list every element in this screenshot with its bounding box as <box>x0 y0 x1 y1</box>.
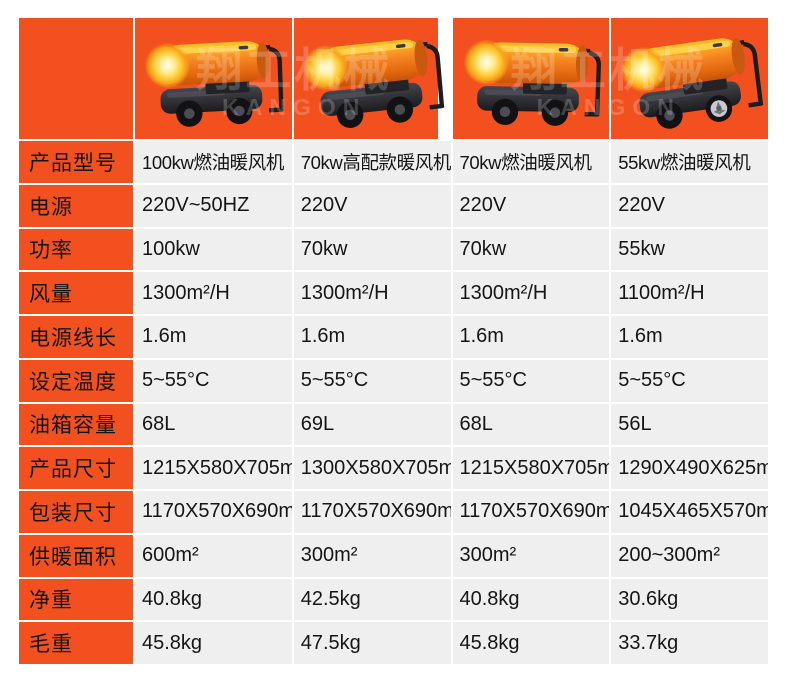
spec-cell: 5~55°C <box>611 359 768 402</box>
product-image-70kw-premium <box>293 18 451 139</box>
spec-cell: 40.8kg <box>452 578 610 621</box>
spec-cell: 1215X580X705mm <box>135 447 292 489</box>
spec-cell: 1100m²/H <box>611 272 768 314</box>
spec-cell: 100kw燃油暖风机 <box>135 141 292 183</box>
product-image-70kw <box>452 18 610 139</box>
spec-cell: 68L <box>135 403 292 446</box>
spec-cell: 1.6m <box>611 316 768 358</box>
spec-cell: 1170X570X690mm <box>135 491 292 533</box>
spec-cell: 70kw高配款暖风机 <box>293 141 451 183</box>
row-header-power: 功率 <box>19 228 133 271</box>
spec-cell: 300m² <box>452 534 610 577</box>
alloy-wheel-icon <box>705 95 732 122</box>
spec-cell: 1300X580X705mm <box>293 447 451 489</box>
spec-cell: 40.8kg <box>135 578 292 621</box>
row-header-heating-area: 供暖面积 <box>19 534 133 577</box>
spec-cell: 70kw <box>293 228 451 271</box>
spec-cell: 45.8kg <box>135 622 292 664</box>
spec-cell: 42.5kg <box>293 578 451 621</box>
spec-cell: 1290X490X625mm <box>611 447 768 489</box>
spec-cell: 55kw <box>611 228 768 271</box>
spec-cell: 1215X580X705mm <box>452 447 610 489</box>
spec-cell: 100kw <box>135 228 292 271</box>
spec-cell: 1.6m <box>135 316 292 358</box>
row-header-package-size: 包装尺寸 <box>19 491 133 533</box>
row-header-tank-capacity: 油箱容量 <box>19 403 133 446</box>
row-header-power-supply: 电源 <box>19 184 133 227</box>
heater-photo-icon <box>454 21 608 138</box>
product-image-100kw <box>135 18 292 139</box>
spec-cell: 1300m²/H <box>135 272 292 314</box>
heater-photo-icon <box>611 18 768 139</box>
row-header-net-weight: 净重 <box>19 578 133 621</box>
product-image-55kw <box>611 18 768 139</box>
spec-cell: 70kw <box>452 228 610 271</box>
spec-cell: 33.7kg <box>611 622 768 664</box>
product-spec-table: 翔工机械 KANGON 翔工机械 KANGON 产品型号 100kw燃油暖风机 … <box>19 18 768 664</box>
spec-cell: 600m² <box>135 534 292 577</box>
heater-photo-icon <box>294 18 451 139</box>
heater-photo-icon <box>135 18 292 139</box>
spec-cell: 220V <box>611 184 768 227</box>
spec-cell: 1300m²/H <box>293 272 451 314</box>
spec-cell: 1.6m <box>452 316 610 358</box>
spec-cell: 220V <box>452 184 610 227</box>
spec-cell: 300m² <box>293 534 451 577</box>
row-header-cord-length: 电源线长 <box>19 316 133 358</box>
spec-cell: 220V <box>293 184 451 227</box>
photo-white-edge <box>437 18 451 139</box>
spec-cell: 69L <box>293 403 451 446</box>
spec-cell: 68L <box>452 403 610 446</box>
spec-cell: 47.5kg <box>293 622 451 664</box>
spec-cell: 55kw燃油暖风机 <box>611 141 768 183</box>
spec-cell: 5~55°C <box>452 359 610 402</box>
row-header-model: 产品型号 <box>19 141 133 183</box>
spec-cell: 1170X570X690mm <box>293 491 451 533</box>
spec-cell: 5~55°C <box>135 359 292 402</box>
spec-cell: 56L <box>611 403 768 446</box>
spec-cell: 1045X465X570mm <box>611 491 768 533</box>
spec-cell: 30.6kg <box>611 578 768 621</box>
spec-cell: 5~55°C <box>293 359 451 402</box>
spec-cell: 220V~50HZ <box>135 184 292 227</box>
spec-cell: 1170X570X690mm <box>452 491 610 533</box>
row-header-airflow: 风量 <box>19 272 133 314</box>
spec-cell: 45.8kg <box>452 622 610 664</box>
table-corner-cell <box>19 18 133 139</box>
row-header-temp-range: 设定温度 <box>19 359 133 402</box>
row-header-product-size: 产品尺寸 <box>19 447 133 489</box>
spec-cell: 1.6m <box>293 316 451 358</box>
spec-cell: 1300m²/H <box>452 272 610 314</box>
spec-cell: 200~300m² <box>611 534 768 577</box>
spec-cell: 70kw燃油暖风机 <box>452 141 610 183</box>
row-header-gross-weight: 毛重 <box>19 622 133 664</box>
